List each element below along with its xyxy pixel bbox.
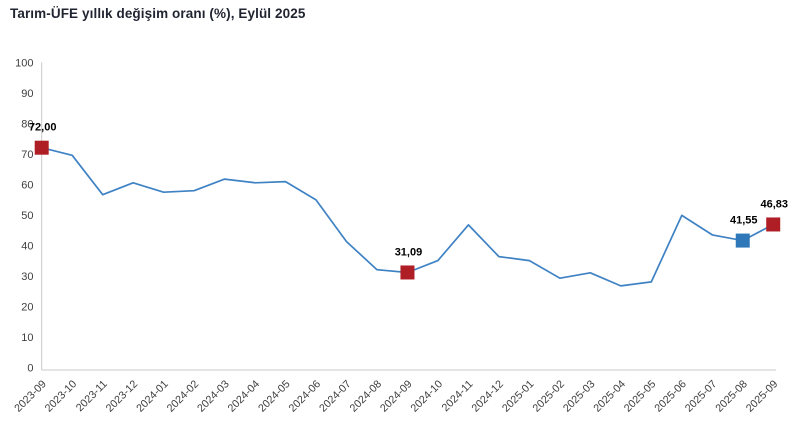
trend-line	[40, 146, 775, 287]
data-point-marker[interactable]	[735, 233, 750, 248]
y-tick-label: 100	[15, 57, 33, 69]
y-tick-label: 90	[21, 88, 33, 100]
x-tick-label: 2025-04	[591, 378, 628, 415]
x-tick-label: 2025-02	[530, 378, 567, 415]
x-tick-label: 2024-11	[440, 378, 476, 414]
x-tick-label: 2024-08	[348, 378, 385, 415]
y-tick-label: 60	[21, 179, 33, 191]
y-tick-label: 40	[21, 240, 33, 252]
x-tick-label: 2023-09	[12, 378, 49, 415]
y-tick-label: 70	[21, 149, 33, 161]
x-tick-label: 2025-09	[744, 378, 781, 415]
x-tick-label: 2025-01	[500, 378, 537, 415]
y-tick-label: 10	[21, 332, 33, 344]
x-tick-label: 2024-07	[317, 378, 354, 415]
y-tick-label: 0	[27, 362, 33, 374]
data-point-value-label: 46,83	[760, 198, 788, 210]
data-point-value-label: 72,00	[29, 122, 57, 134]
x-tick-label: 2025-06	[652, 378, 689, 415]
x-tick-label: 2025-07	[683, 378, 720, 415]
x-tick-label: 2023-12	[104, 378, 141, 415]
x-tick-label: 2023-10	[43, 378, 80, 415]
chart-title: Tarım-ÜFE yıllık değişim oranı (%), Eylü…	[10, 6, 306, 21]
data-point-value-label: 41,55	[730, 215, 758, 227]
y-tick-label: 50	[21, 210, 33, 222]
x-tick-label: 2025-05	[622, 378, 659, 415]
x-tick-label: 2024-09	[378, 378, 415, 415]
x-tick-label: 2024-03	[195, 378, 232, 415]
data-point-marker[interactable]	[400, 265, 415, 280]
y-tick-label: 30	[21, 271, 33, 283]
x-tick-label: 2024-01	[134, 378, 171, 415]
x-tick-label: 2025-08	[713, 378, 750, 415]
data-point-marker[interactable]	[34, 140, 49, 155]
x-tick-label: 2024-10	[409, 378, 446, 415]
x-tick-label: 2024-02	[165, 378, 202, 415]
y-tick-label: 80	[21, 118, 33, 130]
x-tick-label: 2024-05	[256, 378, 293, 415]
x-tick-label: 2024-12	[470, 378, 507, 415]
x-tick-label: 2024-06	[287, 378, 324, 415]
data-point-value-label: 31,09	[395, 246, 423, 258]
x-tick-label: 2025-03	[561, 378, 598, 415]
x-tick-label: 2024-04	[226, 378, 263, 415]
y-tick-label: 20	[21, 301, 33, 313]
data-point-marker[interactable]	[766, 217, 781, 232]
x-tick-label: 2023-11	[74, 378, 110, 414]
